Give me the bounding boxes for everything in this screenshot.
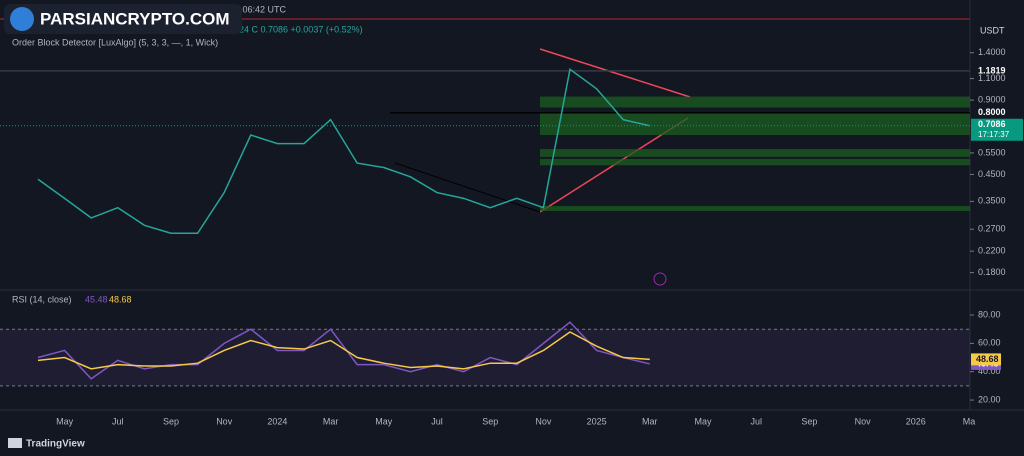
x-tick-label: May bbox=[56, 416, 74, 426]
order-block bbox=[540, 149, 970, 157]
x-tick-label: Mar bbox=[642, 416, 658, 426]
y-tick-label: 1.1000 bbox=[978, 73, 1006, 83]
price-level-label: 1.1819 bbox=[978, 65, 1006, 75]
quote-text: 024 C 0.7086 +0.0037 (+0.52%) bbox=[234, 24, 363, 34]
x-tick-label: Sep bbox=[801, 416, 817, 426]
watermark: PARSIANCRYPTO.COM bbox=[4, 4, 242, 34]
watermark-bg bbox=[4, 4, 242, 34]
series-line bbox=[37, 321, 650, 380]
y-tick-label: 60.00 bbox=[978, 338, 1001, 348]
y-tick-label: 0.3500 bbox=[978, 196, 1006, 206]
y-tick-label: 0.9000 bbox=[978, 94, 1006, 104]
x-tick-label: Jul bbox=[750, 416, 762, 426]
x-tick-label: Jul bbox=[431, 416, 443, 426]
y-tick-label: 40.00 bbox=[978, 366, 1001, 376]
y-tick-label: 0.4500 bbox=[978, 169, 1006, 179]
x-tick-label: Mar bbox=[323, 416, 339, 426]
footer: TradingView bbox=[8, 438, 85, 450]
x-tick-label: Jul bbox=[112, 416, 124, 426]
x-tick-label: Ma bbox=[963, 416, 976, 426]
order-block bbox=[540, 158, 970, 166]
order-block bbox=[540, 96, 970, 108]
y-tick-label: 1.4000 bbox=[978, 47, 1006, 57]
last-price-label: 0.7086 bbox=[978, 119, 1006, 129]
trendline bbox=[539, 48, 691, 98]
y-tick-label: 0.2700 bbox=[978, 224, 1006, 234]
legend-entry: 48.68 bbox=[109, 294, 132, 304]
y-tick-label: 80.00 bbox=[978, 309, 1001, 319]
currency-label: USDT bbox=[980, 25, 1005, 35]
indicator-label: Order Block Detector [LuxAlgo] (5, 3, 3,… bbox=[12, 37, 218, 47]
watermark-logo bbox=[10, 7, 34, 31]
rsi-tag-label: 48.68 bbox=[976, 354, 999, 364]
order-block bbox=[540, 206, 970, 211]
x-tick-label: Sep bbox=[163, 416, 179, 426]
rsi-tag bbox=[971, 353, 1001, 366]
x-tick-label: May bbox=[694, 416, 712, 426]
series-line bbox=[37, 67, 650, 234]
y-tick-label: 0.2200 bbox=[978, 246, 1006, 256]
order-block bbox=[540, 112, 970, 135]
x-tick-label: Nov bbox=[216, 416, 233, 426]
y-tick-label: 0.1800 bbox=[978, 267, 1006, 277]
x-tick-label: 2025 bbox=[587, 416, 607, 426]
x-tick-label: 2024 bbox=[267, 416, 287, 426]
x-tick-label: 2026 bbox=[906, 416, 926, 426]
tv-logo bbox=[8, 438, 22, 448]
price-level-label: 0.8000 bbox=[978, 107, 1006, 117]
countdown-label: 17:17:37 bbox=[978, 130, 1010, 139]
trendline bbox=[394, 162, 541, 213]
footer-brand: TradingView bbox=[26, 439, 85, 450]
series-line bbox=[37, 331, 650, 370]
y-tick-label: 0.5500 bbox=[978, 147, 1006, 157]
rsi-band bbox=[0, 329, 970, 386]
x-tick-label: Nov bbox=[535, 416, 552, 426]
legend-entry: 45.48 bbox=[85, 294, 108, 304]
x-tick-label: Sep bbox=[482, 416, 498, 426]
watermark-text: PARSIANCRYPTO.COM bbox=[40, 9, 230, 28]
x-tick-label: May bbox=[375, 416, 393, 426]
event-icon bbox=[653, 272, 667, 286]
x-tick-label: Nov bbox=[855, 416, 872, 426]
last-price-tag bbox=[971, 118, 1023, 141]
y-tick-label: 20.00 bbox=[978, 394, 1001, 404]
rsi-title: RSI (14, close) bbox=[12, 294, 72, 304]
